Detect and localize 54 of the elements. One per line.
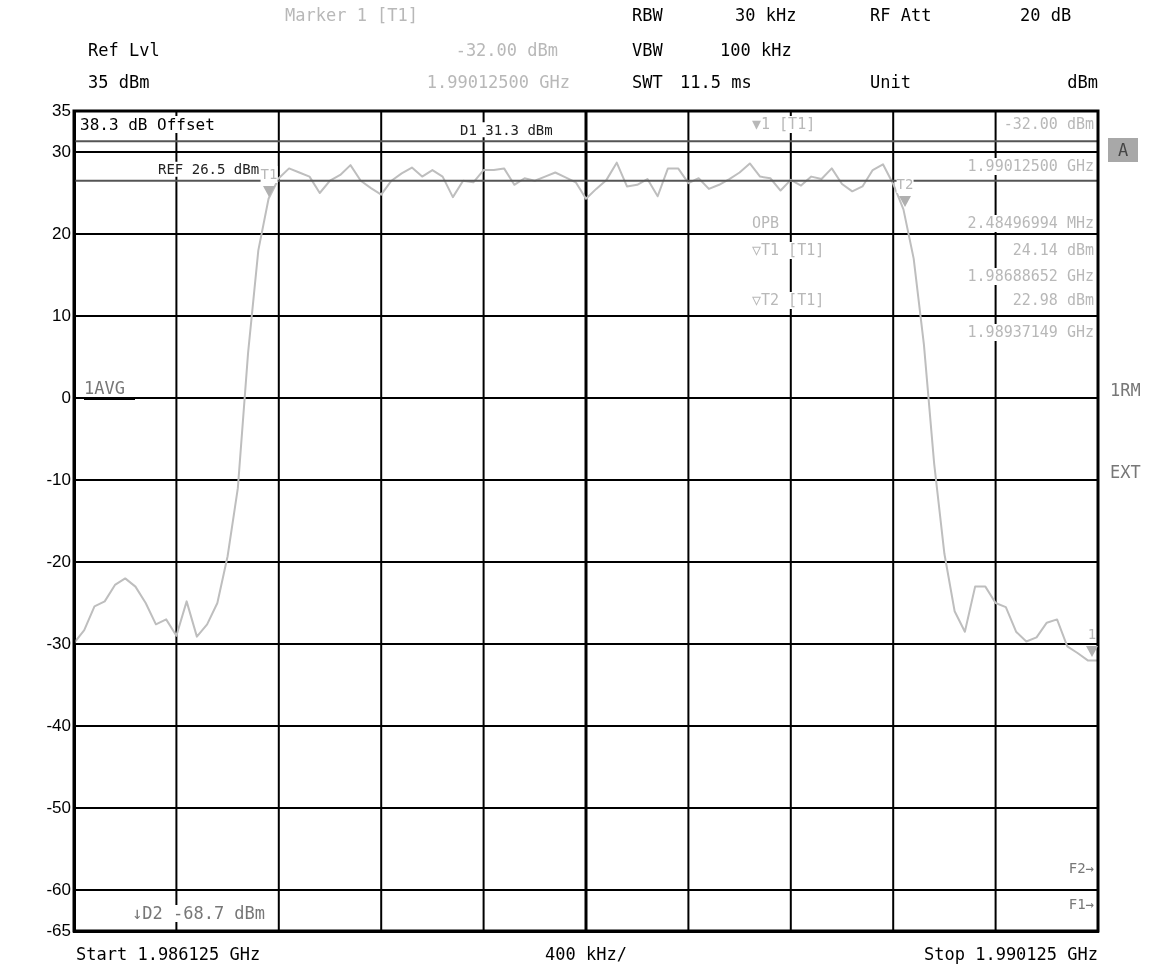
text: Unit — [870, 72, 911, 92]
annotation: 1.98688652 GHz — [967, 267, 1094, 285]
text: 30 kHz — [735, 5, 797, 25]
annotation: 1AVG — [84, 378, 135, 400]
y-tick-label: -65 — [46, 920, 71, 940]
x-axis-title: 400 kHz/ — [545, 944, 627, 964]
annotation: ▽T1 [T1] — [752, 241, 825, 259]
text: 20 dB — [1020, 5, 1072, 25]
annotation: ▽T2 [T1] — [752, 291, 825, 309]
text: EXT — [1110, 462, 1141, 482]
y-tick-label: 20 — [52, 223, 71, 243]
annotation: F1→ — [1068, 896, 1094, 913]
ref-line-label: REF 26.5 dBm — [158, 161, 260, 178]
y-tick-label: 30 — [52, 141, 71, 161]
text: -32.00 dBm — [455, 40, 558, 60]
text: 11.5 ms — [680, 72, 752, 92]
y-tick-label: 35 — [52, 100, 71, 120]
text: SWT — [632, 72, 663, 92]
text: 100 kHz — [720, 40, 792, 60]
text: dBm — [1067, 72, 1098, 92]
text: RBW — [632, 5, 663, 25]
annotation: ↓D2 -68.7 dBm — [132, 903, 266, 923]
annotation: T2 — [896, 176, 914, 193]
annotation: ▼1 [T1] — [752, 115, 816, 133]
text: 35 dBm — [88, 72, 150, 92]
y-tick-label: 0 — [61, 387, 71, 407]
annotation: OPB — [752, 214, 780, 232]
y-tick-label: -30 — [46, 633, 71, 653]
y-tick-label: -40 — [46, 715, 71, 735]
annotation: T1 — [260, 166, 278, 183]
annotation: 1.98937149 GHz — [967, 323, 1094, 341]
annotation: -32.00 dBm — [1003, 115, 1094, 133]
y-tick-label: 10 — [52, 305, 71, 325]
text: Stop 1.990125 GHz — [924, 944, 1098, 964]
text: Marker 1 [T1] — [285, 5, 419, 25]
text: 1RM — [1110, 380, 1141, 400]
y-tick-label: -20 — [46, 551, 71, 571]
annotation: 22.98 dBm — [1012, 291, 1094, 309]
annotation: 2.48496994 MHz — [967, 214, 1094, 232]
y-tick-label: -60 — [46, 879, 71, 899]
text: 1.99012500 GHz — [426, 72, 570, 92]
annotation: 1 — [1087, 626, 1097, 643]
text: RF Att — [870, 5, 932, 25]
annotation: 38.3 dB Offset — [80, 115, 215, 134]
y-tick-label: -50 — [46, 797, 71, 817]
annotation: 24.14 dBm — [1012, 241, 1094, 259]
text: A — [1108, 138, 1138, 162]
annotation: 1.99012500 GHz — [967, 157, 1094, 175]
annotation: F2→ — [1068, 860, 1094, 877]
ref-line-label: D1 31.3 dBm — [460, 121, 553, 138]
text: Ref Lvl — [88, 40, 160, 60]
text: VBW — [632, 40, 663, 60]
y-tick-label: -10 — [46, 469, 71, 489]
text: Start 1.986125 GHz — [76, 944, 261, 964]
